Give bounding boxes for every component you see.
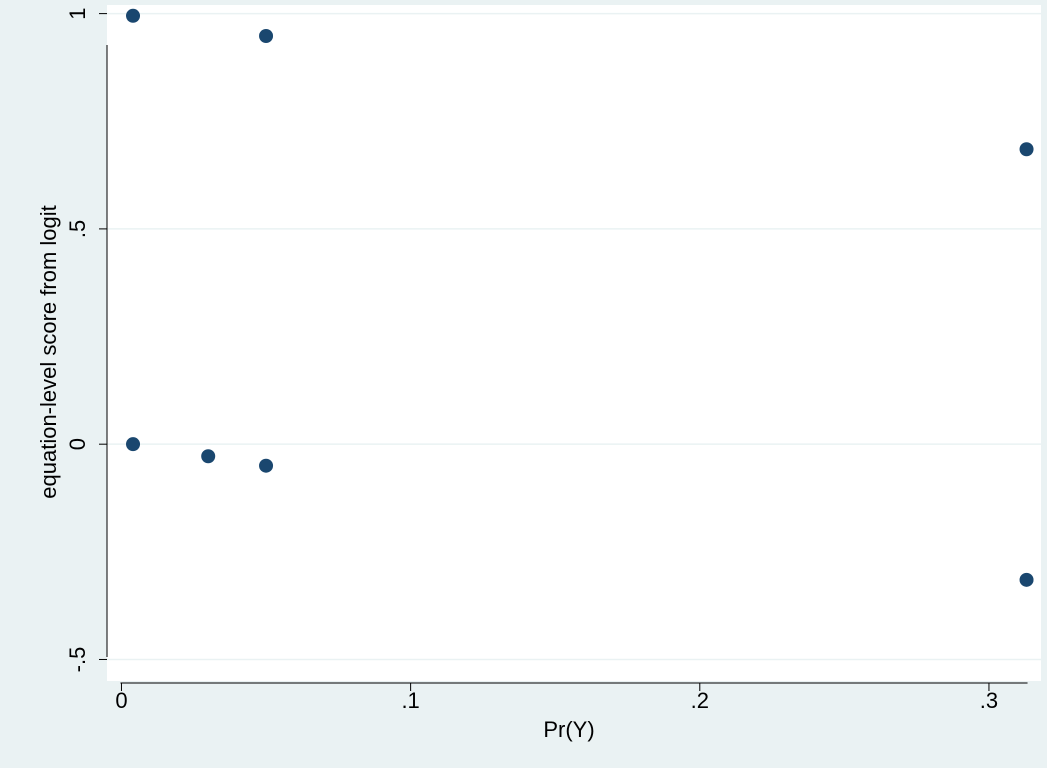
y-tick-label-0: -.5 [65, 647, 90, 673]
grid-lines [107, 12, 1041, 661]
data-point-0 [126, 8, 141, 23]
y-tick-label-2: .5 [65, 220, 90, 238]
data-point-3 [259, 29, 274, 44]
y-tick-label-1: 0 [65, 438, 90, 450]
x-tick-label-3: .3 [980, 688, 998, 713]
x-tick-label-2: .2 [691, 688, 709, 713]
x-tick-label-0: 0 [115, 688, 127, 713]
data-point-4 [259, 458, 274, 473]
data-point-5 [1019, 142, 1034, 157]
data-point-1 [126, 437, 141, 452]
y-tick-label-3: 1 [65, 7, 90, 19]
plot-area [107, 5, 1041, 681]
y-axis-label: equation-level score from logit [36, 205, 61, 498]
x-tick-label-1: .1 [401, 688, 419, 713]
x-axis-label: Pr(Y) [543, 717, 594, 742]
axes: -.5 0 .5 1 0 .1 .2 .3 [65, 7, 1028, 713]
data-points [126, 8, 1034, 587]
data-point-2 [201, 449, 216, 464]
data-point-6 [1019, 572, 1034, 587]
